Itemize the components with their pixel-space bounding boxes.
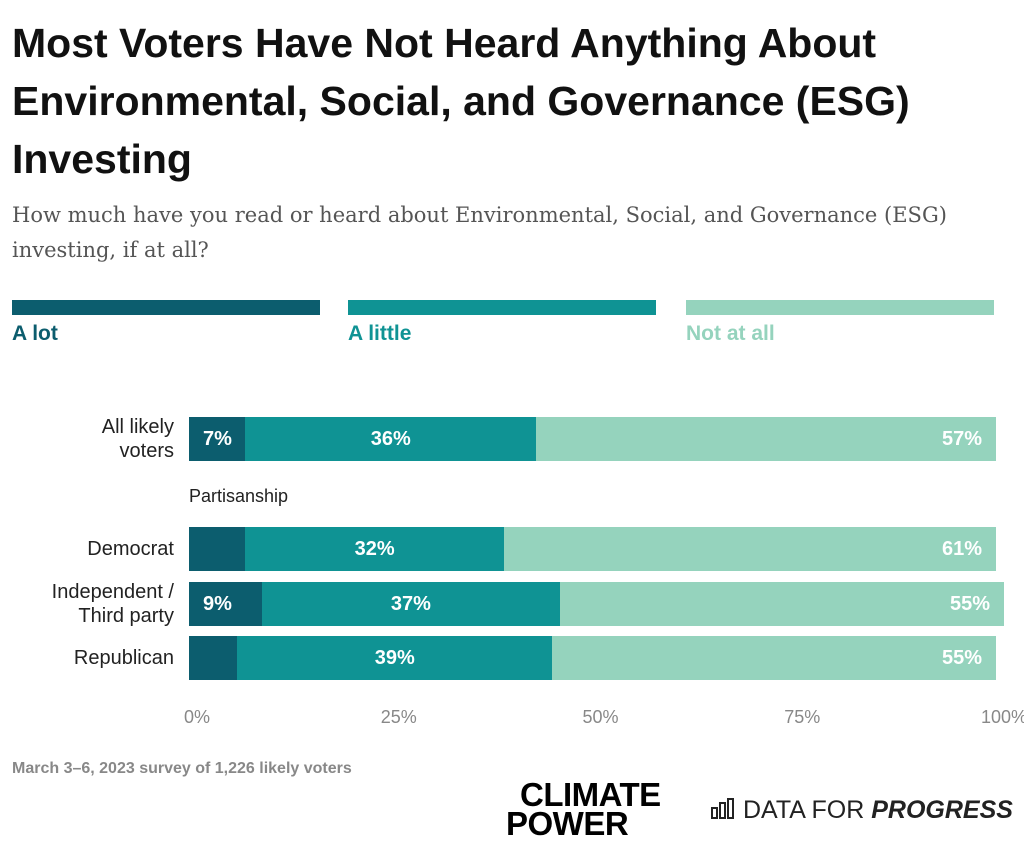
- logo-text: DATA FOR: [742, 796, 865, 824]
- x-tick-label: 75%: [784, 707, 821, 727]
- data-label: 55%: [941, 647, 982, 669]
- group-label: Partisanship: [189, 486, 289, 506]
- y-tick-label: Independent / Third party: [51, 581, 174, 627]
- data-label: 55%: [950, 593, 991, 615]
- x-tick-label: 50%: [582, 707, 619, 727]
- chart-subtitle: How much have you read or heard about En…: [12, 203, 947, 262]
- note: March 3–6, 2023 survey of 1,226 likely v…: [12, 760, 352, 777]
- logo-climate-power: CLIMATE POWER: [506, 776, 661, 842]
- data-label: 37%: [390, 593, 431, 615]
- x-tick-label: 0%: [183, 707, 211, 727]
- data-label: 39%: [374, 647, 415, 669]
- bar-segment: [189, 582, 262, 626]
- x-tick-label: 25%: [380, 707, 417, 727]
- data-label: 36%: [370, 428, 411, 450]
- y-tick-label: All likely voters: [101, 416, 174, 462]
- data-label: 57%: [941, 428, 982, 450]
- logo-icon: [711, 798, 734, 819]
- legend-swatch: [348, 300, 656, 315]
- data-label: 61%: [941, 538, 982, 560]
- legend-label: A lot: [12, 322, 58, 345]
- bar-segment: [552, 636, 996, 680]
- bar-segment: [189, 527, 246, 571]
- legend-swatch: [12, 300, 320, 315]
- data-label: 7%: [203, 428, 232, 450]
- bar-segment: [189, 636, 238, 680]
- bar-segment: [261, 582, 561, 626]
- legend-label: Not at all: [686, 322, 775, 345]
- bar-segment: [237, 636, 553, 680]
- y-tick-label: Republican: [73, 647, 174, 669]
- bar-segment: [245, 417, 536, 461]
- legend-swatch: [686, 300, 994, 315]
- logo-text: PROGRESS: [871, 796, 1013, 824]
- legend-label: A little: [348, 322, 412, 345]
- bar-segment: [189, 417, 246, 461]
- data-label: 9%: [203, 593, 232, 615]
- logo-data-for-progress: DATA FOR PROGRESS: [710, 796, 1013, 825]
- chart-title: Most Voters Have Not Heard Anything Abou…: [12, 20, 910, 182]
- bar-segment: [560, 582, 1005, 626]
- data-label: 32%: [354, 538, 395, 560]
- bar-segment: [245, 527, 504, 571]
- x-tick-label: 100%: [980, 707, 1024, 727]
- bar-segment: [503, 527, 996, 571]
- logo-line: POWER: [506, 805, 629, 842]
- y-tick-label: Democrat: [87, 538, 174, 560]
- bar-segment: [536, 417, 996, 461]
- logo-line: CLIMATE: [520, 776, 661, 813]
